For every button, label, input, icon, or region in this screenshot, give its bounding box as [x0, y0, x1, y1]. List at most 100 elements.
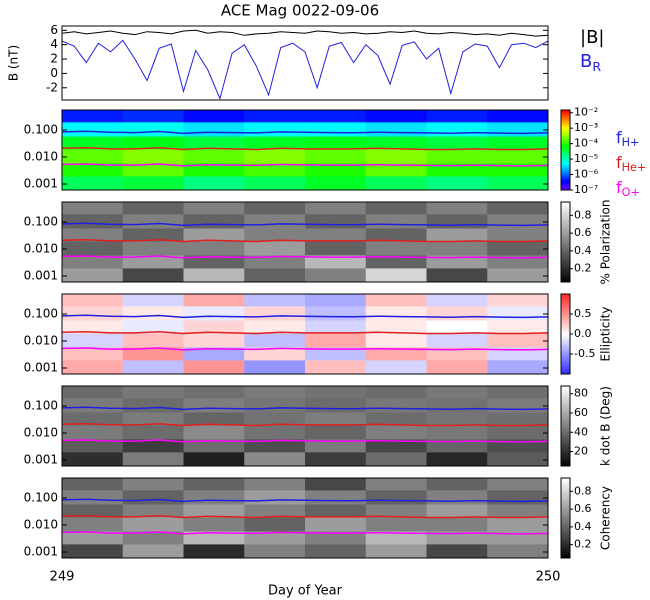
- heatmap-cell: [62, 213, 124, 229]
- colorbar-swatch: [561, 418, 570, 421]
- heatmap-cell: [487, 121, 548, 137]
- colorbar-swatch: [561, 316, 570, 319]
- heatmap-cell: [487, 305, 548, 321]
- colorbar-swatch: [561, 306, 570, 309]
- heatmap-cell: [244, 478, 306, 491]
- colorbar-swatch: [561, 514, 570, 517]
- colorbar-swatch: [561, 366, 570, 369]
- heatmap-cell: [365, 110, 427, 123]
- colorbar-swatch: [561, 516, 570, 519]
- heatmap-cell: [365, 478, 427, 491]
- heatmap-cell: [122, 227, 184, 242]
- heatmap-cell: [365, 267, 427, 282]
- heatmap-cell: [305, 240, 367, 256]
- series-line: [62, 347, 548, 351]
- heatmap-cell: [305, 503, 367, 518]
- colorbar-swatch: [561, 538, 570, 541]
- heatmap-cell: [365, 411, 427, 426]
- heatmap-cell: [244, 227, 306, 242]
- heatmap-cell: [426, 530, 488, 545]
- colorbar-swatch: [561, 406, 570, 409]
- colorbar-swatch: [561, 118, 570, 121]
- colorbar-tick-label: 0.4: [574, 520, 592, 533]
- colorbar-swatch: [561, 210, 570, 213]
- heatmap-cell: [426, 267, 488, 282]
- heatmap-cell: [487, 478, 548, 491]
- colorbar-swatch: [561, 550, 570, 553]
- colorbar-swatch: [561, 438, 570, 441]
- heatmap-cell: [305, 148, 367, 164]
- colorbar-swatch: [561, 404, 570, 407]
- colorbar-swatch: [561, 402, 570, 405]
- heatmap-cell: [244, 305, 306, 321]
- colorbar-swatch: [561, 524, 570, 527]
- heatmap-cell: [62, 516, 124, 532]
- heatmap-cell: [426, 489, 488, 505]
- heatmap-cell: [365, 516, 427, 532]
- heatmap-cell: [426, 162, 488, 177]
- colorbar-swatch: [561, 158, 570, 161]
- heatmap-cell: [122, 305, 184, 321]
- heatmap-cell: [122, 332, 184, 348]
- heatmap-cell: [122, 503, 184, 518]
- colorbar-swatch: [561, 110, 570, 113]
- heatmap-cell: [305, 489, 367, 505]
- heatmap-cell: [487, 319, 548, 334]
- heatmap-cell: [62, 346, 124, 361]
- colorbar-swatch: [561, 168, 570, 171]
- heatmap-cell: [244, 386, 306, 399]
- y-tick-label: 0.100: [24, 490, 58, 504]
- heatmap-cell: [244, 254, 306, 269]
- series-line: [62, 331, 548, 335]
- heatmap-cell: [183, 227, 245, 242]
- colorbar-swatch: [561, 338, 570, 341]
- colorbar-swatch: [561, 494, 570, 497]
- colorbar-swatch: [561, 272, 570, 275]
- heatmap-cell: [305, 213, 367, 229]
- heatmap-cell: [62, 227, 124, 242]
- colorbar-swatch: [561, 258, 570, 261]
- heatmap-cell: [305, 227, 367, 242]
- heatmap-cell: [122, 110, 184, 123]
- colorbar-swatch: [561, 340, 570, 343]
- colorbar-swatch: [561, 310, 570, 313]
- heatmap-cell: [122, 359, 184, 374]
- colorbar-swatch: [561, 114, 570, 117]
- colorbar-swatch: [561, 452, 570, 455]
- colorbar-swatch: [561, 214, 570, 217]
- heatmap-cell: [305, 386, 367, 399]
- colorbar-swatch: [561, 318, 570, 321]
- colorbar-swatch: [561, 556, 570, 559]
- plot-area: [62, 386, 548, 466]
- series-line: [62, 498, 548, 503]
- colorbar-swatch: [561, 314, 570, 317]
- heatmap-cell: [365, 438, 427, 453]
- colorbar-tick-label: 0.2: [574, 262, 592, 275]
- heatmap-cell: [365, 319, 427, 334]
- colorbar-swatch: [561, 546, 570, 549]
- heatmap-cell: [426, 332, 488, 348]
- heatmap-cell: [244, 503, 306, 518]
- heatmap-cell: [122, 397, 184, 413]
- colorbar-swatch: [561, 138, 570, 141]
- heatmap-cell: [426, 503, 488, 518]
- heatmap-cell: [244, 424, 306, 440]
- x-tick-label: 249: [50, 570, 75, 585]
- heatmap-cell: [122, 294, 184, 307]
- heatmap-cell: [487, 516, 548, 532]
- heatmap-cell: [305, 424, 367, 440]
- y-tick-label: 0.001: [24, 545, 58, 559]
- colorbar-swatch: [561, 276, 570, 279]
- heatmap-cell: [244, 543, 306, 558]
- heatmap-cell: [426, 346, 488, 361]
- colorbar-swatch: [561, 246, 570, 249]
- heatmap-cell: [487, 359, 548, 374]
- colorbar-tick-label: 10⁻³: [574, 121, 598, 134]
- heatmap-cell: [62, 254, 124, 269]
- colorbar-swatch: [561, 480, 570, 483]
- heatmap-cell: [487, 543, 548, 558]
- colorbar-swatch: [561, 222, 570, 225]
- heatmap-cell: [183, 240, 245, 256]
- heatmap-cell: [62, 503, 124, 518]
- heatmap-cell: [183, 135, 245, 150]
